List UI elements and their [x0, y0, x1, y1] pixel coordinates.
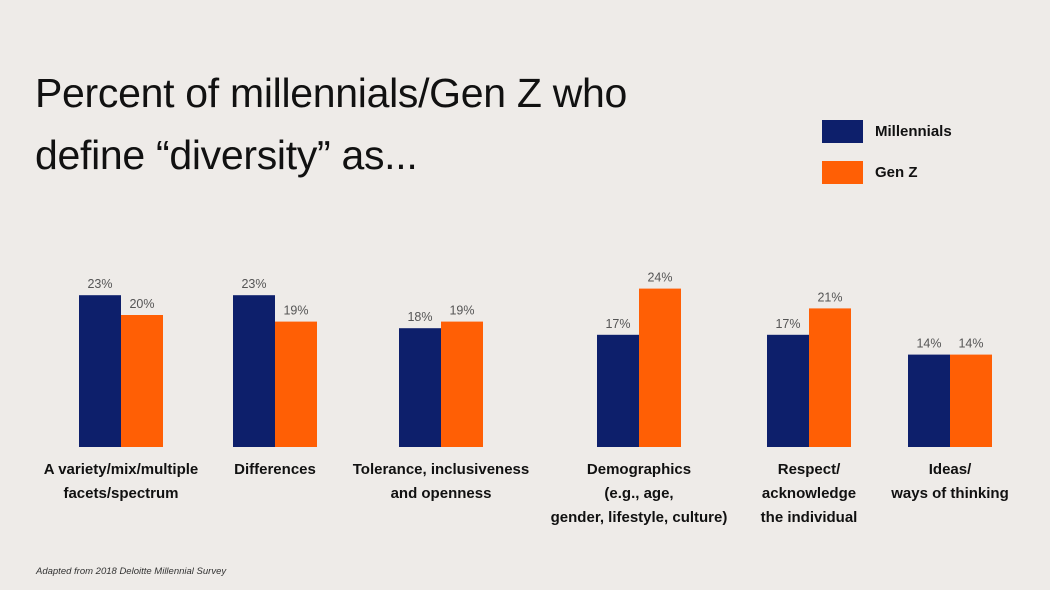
chart-title: Percent of millennials/Gen Z who define …: [35, 62, 627, 186]
data-label-gen-z-1: 20%: [129, 297, 154, 311]
bar-gen-z-1: [121, 315, 163, 447]
category-label-3-line-1: Tolerance, inclusiveness: [353, 461, 529, 478]
data-label-gen-z-6: 14%: [958, 337, 983, 351]
bar-millennials-5: [767, 334, 809, 447]
category-label-1-line-1: A variety/mix/multiple: [44, 461, 199, 478]
legend: Millennials Gen Z: [822, 118, 952, 200]
bar-gen-z-5: [809, 308, 851, 447]
data-label-millennials-1: 23%: [87, 277, 112, 291]
bar-millennials-1: [79, 295, 121, 447]
data-label-gen-z-4: 24%: [647, 271, 672, 285]
data-label-gen-z-5: 21%: [817, 290, 842, 304]
category-label-3-line-2: and openness: [391, 485, 492, 502]
chart-title-line-1: Percent of millennials/Gen Z who: [35, 70, 628, 116]
category-label-1-line-2: facets/spectrum: [63, 485, 178, 502]
data-label-gen-z-3: 19%: [449, 304, 474, 318]
chart-title-line-2: define “diversity” as...: [35, 132, 418, 178]
bar-millennials-4: [597, 334, 639, 447]
bar-gen-z-2: [275, 321, 317, 447]
data-label-gen-z-2: 19%: [283, 304, 308, 318]
category-label-6-line-2: ways of thinking: [890, 485, 1009, 502]
legend-label-gen-z: Gen Z: [875, 163, 918, 181]
category-label-2-line-1: Differences: [234, 461, 316, 478]
bar-millennials-3: [399, 328, 441, 447]
legend-item-millennials: Millennials: [822, 118, 952, 144]
bar-millennials-2: [233, 295, 275, 447]
data-label-millennials-2: 23%: [241, 277, 266, 291]
bar-gen-z-4: [639, 288, 681, 447]
category-label-4-line-1: Demographics: [587, 461, 691, 478]
data-label-millennials-3: 18%: [407, 310, 432, 324]
data-label-millennials-5: 17%: [775, 317, 800, 331]
legend-swatch-gen-z: [822, 160, 863, 184]
category-label-4-line-3: gender, lifestyle, culture): [551, 509, 728, 526]
source-note: Adapted from 2018 Deloitte Millennial Su…: [36, 566, 227, 577]
data-label-millennials-4: 17%: [605, 317, 630, 331]
bar-millennials-6: [908, 354, 950, 447]
legend-item-gen-z: Gen Z: [822, 159, 952, 185]
legend-swatch-millennials: [822, 119, 863, 143]
category-label-4-line-2: (e.g., age,: [604, 485, 673, 502]
category-label-5-line-2: acknowledge: [762, 485, 856, 502]
category-label-6-line-1: Ideas/: [929, 461, 972, 478]
bar-gen-z-3: [441, 321, 483, 447]
category-label-5-line-1: Respect/: [778, 461, 841, 478]
category-label-5-line-3: the individual: [761, 509, 858, 526]
data-label-millennials-6: 14%: [916, 337, 941, 351]
bar-gen-z-6: [950, 354, 992, 447]
legend-label-millennials: Millennials: [875, 122, 952, 140]
